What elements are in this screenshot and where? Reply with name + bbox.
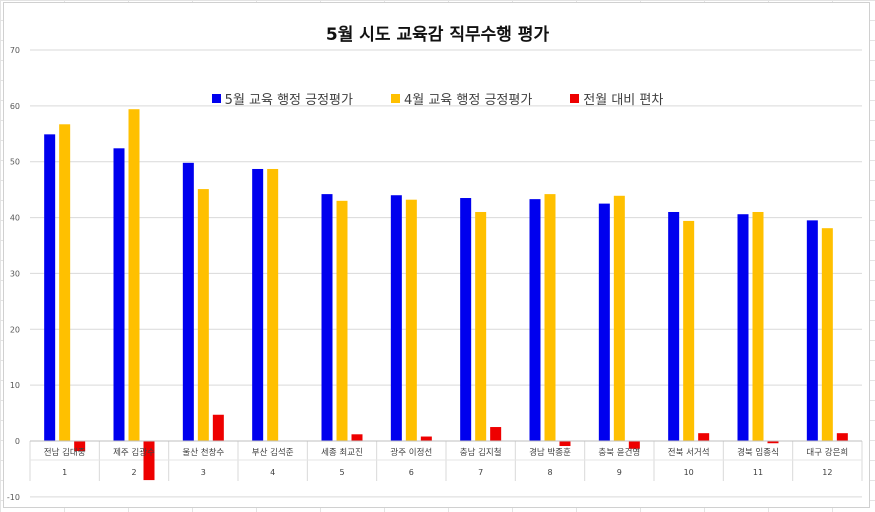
bar-april bbox=[59, 124, 71, 441]
category-number: 8 bbox=[547, 468, 552, 477]
bar-may bbox=[460, 198, 472, 441]
category-label: 전남 김대중 bbox=[44, 447, 86, 458]
category-number: 2 bbox=[131, 468, 136, 477]
category-number: 12 bbox=[822, 468, 832, 477]
category-number: 4 bbox=[270, 468, 275, 477]
legend-swatch-april bbox=[390, 94, 400, 103]
bar-may bbox=[529, 199, 541, 441]
category-number: 5 bbox=[339, 468, 344, 477]
bar-april bbox=[821, 228, 833, 441]
bar-deviation bbox=[836, 433, 848, 441]
y-tick-label: 70 bbox=[10, 46, 20, 55]
category-label: 전북 서거석 bbox=[668, 447, 710, 458]
category-number: 6 bbox=[409, 468, 414, 477]
y-tick-label: 60 bbox=[10, 102, 20, 111]
bar-may bbox=[44, 134, 56, 441]
bar-deviation bbox=[351, 434, 363, 441]
bar-april bbox=[336, 200, 348, 441]
bar-deviation bbox=[628, 441, 640, 449]
legend-label-may: 5월 교육 행정 긍정평가 bbox=[224, 93, 353, 108]
category-number: 3 bbox=[201, 468, 206, 477]
legend-item-may: 5월 교육 행정 긍정평가 bbox=[211, 89, 353, 108]
y-tick-label: 40 bbox=[10, 214, 20, 223]
y-tick-label: 10 bbox=[10, 381, 20, 390]
category-number: 10 bbox=[684, 468, 694, 477]
category-label: 충남 김지철 bbox=[460, 447, 502, 458]
bar-deviation bbox=[143, 441, 155, 481]
bar-april bbox=[475, 211, 487, 441]
bar-deviation bbox=[559, 441, 571, 447]
bar-april bbox=[197, 189, 209, 441]
legend: 5월 교육 행정 긍정평가 4월 교육 행정 긍정평가 전월 대비 편차 bbox=[0, 89, 875, 108]
bar-may bbox=[737, 214, 749, 441]
chart-area[interactable] bbox=[3, 2, 870, 508]
bar-april bbox=[128, 109, 140, 442]
legend-swatch-deviation bbox=[570, 94, 580, 103]
bar-may bbox=[252, 168, 264, 441]
legend-label-deviation: 전월 대비 편차 bbox=[583, 93, 664, 108]
bar-deviation bbox=[698, 433, 710, 441]
bar-may bbox=[806, 220, 818, 441]
bar-deviation bbox=[420, 436, 432, 441]
category-label: 광주 이정선 bbox=[390, 447, 432, 458]
chart-title: 5월 시도 교육감 직무수행 평가 bbox=[325, 25, 550, 45]
category-label: 제주 김광수 bbox=[113, 447, 155, 458]
legend-swatch-may bbox=[211, 94, 221, 103]
y-tick-label: 50 bbox=[10, 158, 20, 167]
bar-may bbox=[182, 162, 194, 441]
bar-deviation bbox=[212, 414, 224, 441]
category-number: 7 bbox=[478, 468, 483, 477]
bar-april bbox=[752, 211, 764, 441]
legend-item-april: 4월 교육 행정 긍정평가 bbox=[390, 89, 533, 108]
category-label: 경북 임종식 bbox=[737, 447, 779, 458]
bar-deviation bbox=[767, 441, 779, 444]
category-number: 9 bbox=[617, 468, 622, 477]
bar-may bbox=[598, 203, 610, 441]
category-label: 울산 천창수 bbox=[182, 447, 224, 458]
legend-item-deviation: 전월 대비 편차 bbox=[570, 89, 663, 108]
bar-may bbox=[390, 195, 402, 441]
bar-april bbox=[544, 194, 556, 441]
bar-april bbox=[613, 195, 625, 441]
legend-label-april: 4월 교육 행정 긍정평가 bbox=[403, 93, 533, 108]
bar-april bbox=[405, 199, 417, 441]
category-label: 경남 박종훈 bbox=[529, 447, 571, 458]
y-tick-label: 20 bbox=[10, 325, 20, 334]
category-number: 11 bbox=[753, 468, 763, 477]
category-label: 대구 강은희 bbox=[806, 447, 848, 458]
category-number: 1 bbox=[62, 468, 67, 477]
bar-deviation bbox=[490, 427, 502, 441]
category-label: 충북 윤건영 bbox=[598, 447, 640, 458]
bar-may bbox=[321, 194, 333, 441]
y-tick-label: 30 bbox=[10, 269, 20, 278]
y-tick-label: -10 bbox=[7, 493, 20, 502]
bar-april bbox=[683, 220, 695, 441]
bar-may bbox=[668, 211, 680, 441]
category-label: 부산 김석준 bbox=[252, 447, 294, 458]
bar-may bbox=[113, 148, 125, 441]
bar-deviation bbox=[74, 441, 86, 452]
category-label: 세종 최교진 bbox=[321, 447, 363, 458]
y-tick-label: 0 bbox=[15, 437, 20, 446]
bar-april bbox=[267, 168, 279, 441]
